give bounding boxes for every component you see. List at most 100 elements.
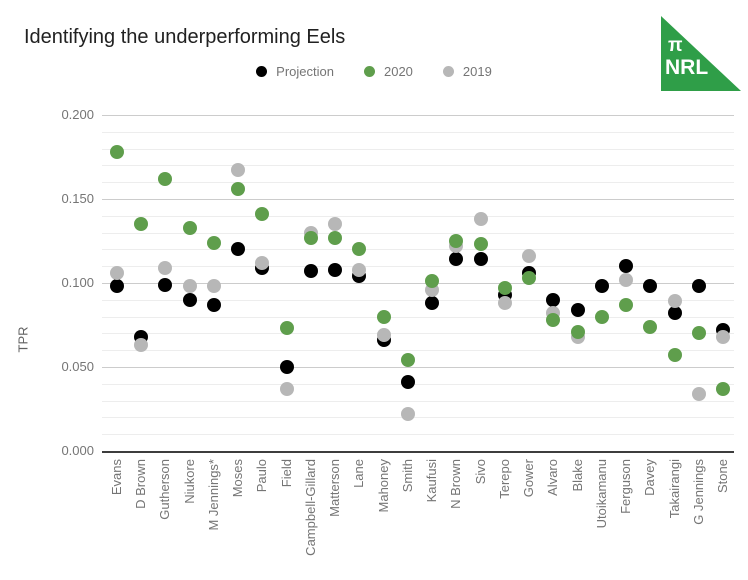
data-point: [400, 353, 415, 368]
data-point: [716, 329, 730, 344]
gridline: [102, 316, 734, 318]
data-point: [473, 237, 488, 252]
x-tick-label: Campbell-Gillard: [302, 459, 318, 556]
x-tick-label: Mahoney: [375, 459, 391, 513]
data-point: [570, 302, 585, 317]
y-tick-label: 0.100: [61, 275, 94, 290]
data-point: [667, 306, 682, 321]
gridline: [102, 266, 734, 268]
y-tick-label: 0.200: [61, 107, 94, 122]
gridline: [102, 165, 734, 167]
data-point: [206, 279, 221, 294]
gridline: [102, 199, 734, 200]
x-tick-label: Utoikamanu: [593, 459, 609, 529]
data-point: [206, 235, 221, 250]
x-tick-label: Smith: [399, 459, 415, 493]
data-point: [473, 212, 488, 227]
data-point: [691, 326, 706, 341]
x-tick-label: Paulo: [254, 459, 270, 493]
data-point: [376, 328, 391, 343]
gridline: [102, 215, 734, 217]
data-point: [110, 265, 124, 280]
data-point: [570, 324, 585, 339]
data-point: [110, 279, 124, 294]
data-point: [643, 279, 658, 294]
x-tick-label: N Brown: [448, 459, 464, 509]
data-point: [619, 259, 634, 274]
data-point: [279, 381, 294, 396]
data-point: [400, 407, 415, 422]
data-point: [667, 294, 682, 309]
gridline: [102, 417, 734, 419]
x-tick-label: Kaufusi: [424, 459, 440, 503]
x-tick-label: Lane: [351, 459, 367, 488]
data-point: [231, 163, 246, 178]
legend-item-projection: Projection: [256, 64, 334, 79]
gridline: [102, 367, 734, 368]
data-point: [691, 279, 706, 294]
x-tick-label: Gower: [521, 459, 537, 498]
x-tick-label: M Jennings*: [205, 459, 221, 531]
legend-dot-projection: [256, 66, 268, 77]
legend-dot-2020: [363, 66, 375, 77]
data-point: [546, 292, 561, 307]
data-point: [643, 319, 658, 334]
x-tick-label: G Jennings: [690, 459, 706, 525]
data-point: [279, 360, 294, 374]
pi-icon: π: [668, 35, 683, 56]
data-point: [303, 264, 318, 279]
x-tick-label: Gutherson: [157, 459, 173, 520]
data-point: [231, 242, 246, 257]
data-point: [497, 281, 512, 296]
data-point: [691, 386, 706, 401]
data-point: [425, 274, 440, 289]
y-tick-label: 0.150: [61, 191, 94, 206]
gridline: [102, 350, 734, 352]
x-tick-label: Ferguson: [618, 459, 634, 514]
gridline: [102, 131, 734, 133]
legend: Projection 2020 2019: [0, 64, 748, 79]
data-point: [594, 309, 609, 324]
data-point: [546, 312, 561, 327]
x-tick-label: Blake: [569, 459, 585, 492]
data-point: [303, 230, 318, 245]
legend-item-2019: 2019: [442, 64, 492, 79]
y-tick-label: 0.000: [61, 443, 94, 458]
data-point: [182, 220, 197, 235]
legend-label-projection: Projection: [276, 64, 334, 79]
data-point: [473, 252, 488, 267]
legend-label-2020: 2020: [383, 64, 413, 79]
gridline: [102, 249, 734, 251]
data-point: [328, 230, 343, 245]
data-point: [206, 297, 221, 312]
gridline: [102, 400, 734, 402]
data-point: [158, 260, 173, 275]
chart-title: Identifying the underperforming Eels: [24, 26, 346, 48]
x-tick-label: Davey: [642, 459, 658, 496]
gridline: [102, 299, 734, 301]
gridline: [102, 232, 734, 234]
legend-item-2020: 2020: [363, 64, 413, 79]
data-point: [231, 181, 246, 196]
x-tick-label: Matterson: [327, 459, 343, 517]
gridline: [102, 434, 734, 436]
data-point: [619, 297, 634, 312]
data-point: [328, 217, 343, 232]
y-tick-label: 0.050: [61, 359, 94, 374]
x-tick-label: Niukore: [181, 459, 197, 504]
data-point: [497, 296, 512, 311]
x-tick-label: Moses: [230, 459, 246, 498]
data-point: [352, 262, 367, 277]
data-point: [522, 249, 537, 264]
logo-text: NRL: [665, 56, 709, 79]
data-point: [619, 272, 634, 287]
gridline: [102, 383, 734, 385]
data-point: [279, 321, 294, 336]
data-point: [255, 207, 270, 222]
data-point: [134, 338, 149, 353]
data-point: [449, 252, 464, 267]
legend-label-2019: 2019: [462, 64, 492, 79]
x-tick-label: Stone: [715, 459, 730, 493]
gridline: [102, 148, 734, 150]
